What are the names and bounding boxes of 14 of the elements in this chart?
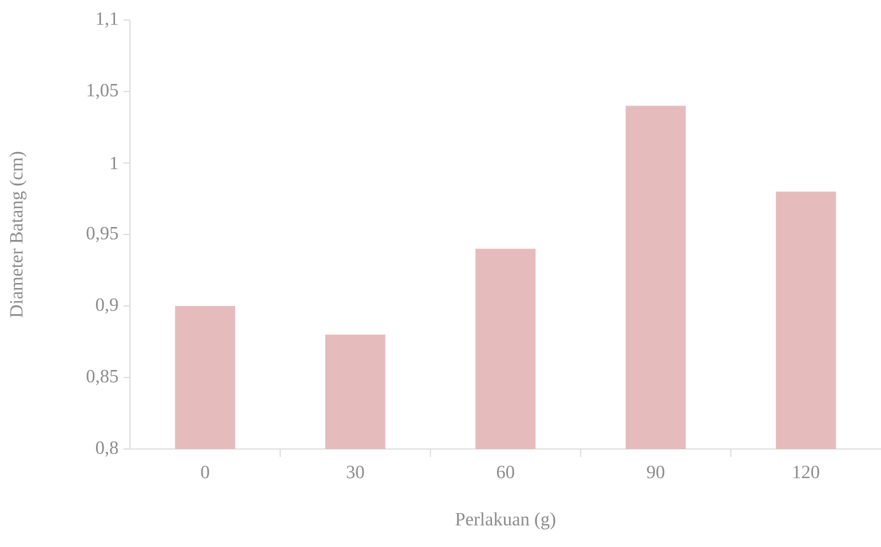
x-tick-label: 120 bbox=[794, 466, 820, 478]
y-tick-label: 0,8 bbox=[96, 441, 118, 457]
y-tick-label: 1,1 bbox=[96, 12, 118, 28]
y-tick-label: 1,05 bbox=[88, 84, 118, 100]
y-tick-label: 0,95 bbox=[86, 226, 118, 242]
x-tick-label: 90 bbox=[646, 466, 664, 478]
x-tick-label: 60 bbox=[496, 466, 514, 478]
x-tick-label: 0 bbox=[201, 466, 210, 478]
y-tick-label: 1 bbox=[110, 156, 118, 170]
y-tick-label: 0,9 bbox=[96, 298, 118, 314]
x-axis-title: Perlakuan (g) bbox=[456, 512, 556, 530]
y-tick-label: 0,85 bbox=[86, 370, 118, 386]
x-tick-label: 30 bbox=[346, 466, 364, 478]
y-axis-title: Diameter Batang (cm) bbox=[9, 152, 26, 318]
